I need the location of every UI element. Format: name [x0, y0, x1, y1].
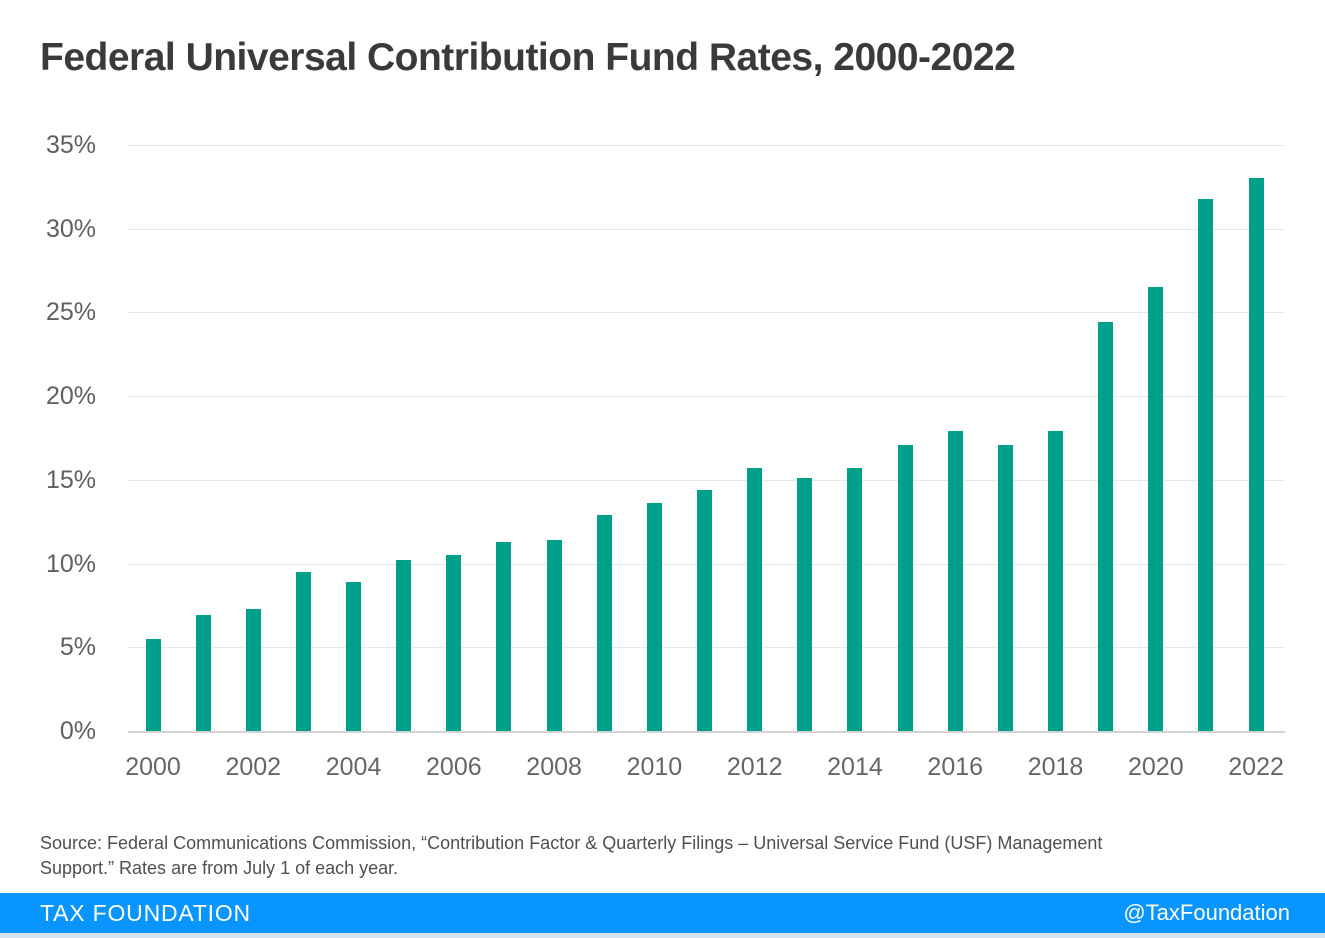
- gridline-35: [128, 145, 1285, 146]
- bar-2007: [496, 541, 512, 731]
- bar-2004: [346, 581, 362, 731]
- y-axis-label-35: 35%: [45, 131, 96, 159]
- bar-2009: [596, 515, 612, 731]
- y-axis-label-10: 10%: [45, 549, 96, 578]
- x-axis-label-2020: 2020: [1127, 753, 1184, 781]
- bar-2011: [697, 489, 713, 731]
- y-axis-label-25: 25%: [45, 298, 96, 327]
- bar-2005: [396, 560, 412, 731]
- gridline-25: [128, 312, 1285, 314]
- gridline-15: [128, 479, 1285, 481]
- x-axis-label-2006: 2006: [426, 753, 482, 781]
- bar-2020: [1148, 287, 1164, 731]
- bar-2002: [245, 608, 261, 731]
- gridline-30: [128, 228, 1285, 230]
- twitter-handle: @TaxFoundation: [1123, 900, 1290, 925]
- y-axis-label-20: 20%: [45, 382, 96, 411]
- y-axis-label-0: 0%: [59, 717, 96, 745]
- x-axis-label-2002: 2002: [225, 753, 282, 781]
- x-axis-label-2004: 2004: [325, 753, 382, 781]
- x-axis-label-2016: 2016: [927, 753, 984, 781]
- bar-2006: [446, 555, 462, 731]
- x-axis-label-2010: 2010: [626, 753, 683, 781]
- source-note-line1: Source: Federal Communications Commissio…: [40, 833, 1103, 853]
- bar-2003: [295, 571, 311, 731]
- bar-2022: [1248, 178, 1264, 731]
- bar-2018: [1048, 431, 1064, 731]
- x-axis-label-2000: 2000: [125, 753, 181, 781]
- brand-wordmark: TAX FOUNDATION: [40, 900, 251, 926]
- bar-2001: [195, 615, 211, 731]
- y-axis-label-15: 15%: [45, 465, 96, 494]
- gridline-20: [128, 396, 1285, 398]
- bar-2013: [797, 478, 813, 731]
- x-axis-label-2022: 2022: [1228, 753, 1284, 781]
- x-axis-label-2008: 2008: [526, 753, 582, 781]
- bar-2021: [1198, 198, 1214, 731]
- x-axis-label-2018: 2018: [1027, 753, 1084, 781]
- footer-strip: [0, 933, 1325, 938]
- x-axis-line: [128, 731, 1285, 733]
- x-axis-label-2012: 2012: [726, 753, 783, 781]
- bar-2008: [546, 540, 562, 731]
- bar-2017: [997, 444, 1013, 731]
- bar-2019: [1098, 322, 1114, 731]
- page-title: Federal Universal Contribution Fund Rate…: [40, 36, 1016, 79]
- bar-2000: [145, 638, 161, 731]
- y-axis-label-30: 30%: [45, 214, 96, 243]
- y-axis-label-5: 5%: [59, 633, 96, 662]
- x-axis-label-2014: 2014: [827, 753, 883, 781]
- bar-2010: [646, 503, 662, 731]
- bar-2016: [947, 431, 963, 731]
- source-note: Source: Federal Communications Commissio…: [40, 831, 1160, 881]
- bar-2015: [897, 444, 913, 731]
- source-note-line2: Support.” Rates are from July 1 of each …: [40, 858, 399, 878]
- bar-2014: [847, 468, 863, 731]
- bar-2012: [747, 468, 763, 731]
- footer-bar: TAX FOUNDATION @TaxFoundation: [0, 893, 1325, 933]
